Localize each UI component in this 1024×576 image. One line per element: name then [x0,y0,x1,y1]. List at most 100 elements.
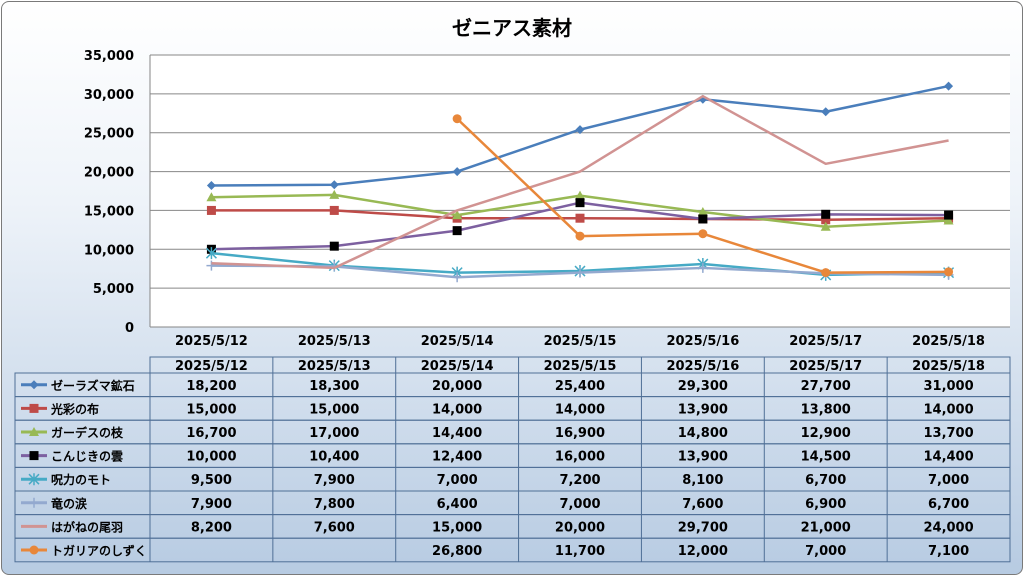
legend-key-marker [29,545,39,555]
table-value-cell: 24,000 [923,520,973,535]
table-header-cell: 2025/5/15 [544,359,617,374]
data-point [452,210,463,220]
table-value-cell: 7,000 [559,497,600,512]
data-point [575,190,585,200]
legend-key-marker [28,473,40,486]
data-point [575,267,585,278]
y-tick-label: 35,000 [84,49,134,64]
table-header-cell: 2025/5/13 [298,359,371,374]
table-value-cell: 11,700 [555,544,605,559]
table-value-cell: 26,800 [432,544,482,559]
table-value-cell: 7,200 [559,473,600,488]
table-value-cell: 14,800 [678,426,728,441]
data-point [329,241,339,251]
table-value-cell: 16,700 [186,426,236,441]
data-point [452,167,462,177]
legend-series-name: 呪力のモト [51,472,111,487]
table-value-cell: 7,900 [191,497,232,512]
y-tick-label: 0 [125,321,134,336]
data-point [944,81,954,91]
table-value-cell: 14,000 [923,402,973,417]
y-tick-label: 15,000 [84,204,134,219]
table-value-cell: 9,500 [191,473,232,488]
table-value-cell: 12,000 [678,544,728,559]
data-point [329,189,340,199]
table-value-cell: 20,000 [555,520,605,535]
table-value-cell: 7,600 [682,497,723,512]
table-value-cell: 13,700 [923,426,973,441]
data-point [452,272,463,283]
x-tick-label: 2025/5/15 [544,334,617,349]
y-tick-label: 30,000 [84,88,134,103]
legend-series-name: こんじきの雲 [51,450,123,464]
table-value-cell: 14,000 [432,402,482,417]
data-point [943,215,954,225]
data-point [206,260,217,271]
y-tick-label: 10,000 [84,243,134,258]
table-value-cell: 12,400 [432,450,482,465]
table-value-cell: 27,700 [801,379,851,394]
legend-series-name: はがねの尾羽 [51,519,123,534]
series-line [211,94,949,270]
chart-title: ゼニアス素材 [452,16,572,40]
table-row [14,466,1011,492]
table-value-cell: 7,000 [437,473,478,488]
table-value-cell: 7,000 [805,544,846,559]
data-point [575,125,585,135]
legend-series-name: 光彩の布 [50,401,99,416]
table-value-cell: 13,900 [678,402,728,417]
data-point [944,210,954,220]
data-point [329,180,339,190]
data-point [575,198,585,208]
y-tick-label: 5,000 [93,282,134,297]
table-value-cell: 7,900 [314,473,355,488]
data-point [206,181,216,191]
table-value-cell: 15,000 [432,520,482,535]
table-value-cell: 25,400 [555,379,605,394]
table-header-cell: 2025/5/17 [789,359,862,374]
data-point [452,114,462,124]
x-tick-label: 2025/5/12 [175,334,248,349]
table-value-cell: 18,300 [309,379,359,394]
table-value-cell: 14,500 [801,450,851,465]
table-value-cell: 29,300 [678,379,728,394]
data-point [205,247,217,260]
table-value-cell: 8,200 [191,520,232,535]
legend-key-marker [29,427,39,436]
table-header-cell: 2025/5/14 [421,359,494,374]
table-header-cell: 2025/5/16 [666,359,739,374]
table-value-cell: 29,700 [678,520,728,535]
data-point [452,226,462,236]
data-point [698,214,708,224]
table-value-cell: 15,000 [186,402,236,417]
table-value-cell: 16,900 [555,426,605,441]
table-value-cell: 21,000 [801,520,851,535]
table-value-cell: 14,400 [432,426,482,441]
table-value-cell: 6,700 [928,497,969,512]
table-value-cell: 6,700 [805,473,846,488]
data-point [820,221,831,231]
data-point [206,192,217,202]
table-value-cell: 7,100 [928,544,969,559]
x-tick-label: 2025/5/17 [789,334,862,349]
legend-key-marker [29,451,39,461]
table-row [14,396,1011,421]
table-value-cell: 31,000 [923,379,973,394]
table-value-cell: 18,200 [186,379,236,394]
table-value-cell: 8,100 [682,473,723,488]
table-value-cell: 6,900 [805,497,846,512]
table-row [14,537,1011,563]
table-value-cell: 7,800 [314,497,355,512]
legend-key-marker [29,403,39,413]
x-tick-label: 2025/5/13 [298,334,371,349]
data-point [821,215,831,225]
x-tick-label: 2025/5/14 [421,334,494,349]
table-value-cell: 20,000 [432,379,482,394]
data-point [206,205,216,215]
legend-key-marker [29,497,39,508]
legend-series-name: ガーデスの枝 [51,425,124,440]
legend-series-name: トガリアのしずく [51,543,147,558]
table-value-cell: 13,800 [801,402,851,417]
table-value-cell: 6,400 [437,497,478,512]
data-point [698,229,708,239]
